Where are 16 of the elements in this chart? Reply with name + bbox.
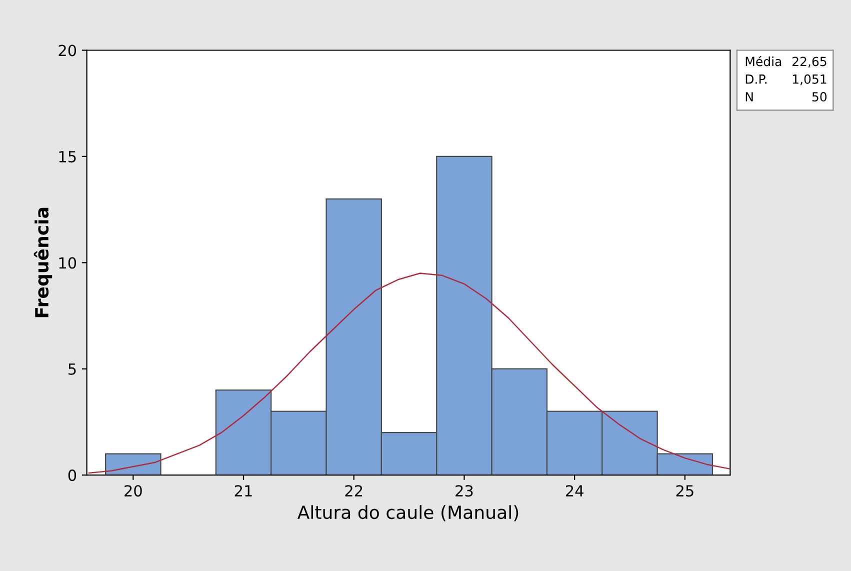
text: N 50: [746, 92, 827, 102]
x-tick-label: 20: [124, 485, 142, 497]
x-tick-label: 25: [676, 485, 694, 497]
x-tick-label: 24: [566, 485, 584, 496]
y-tick-label: 5: [68, 364, 76, 375]
y-tick-label: 10: [59, 257, 76, 269]
y-axis-title: Frequência: [34, 208, 52, 318]
text: Média 22,65: [746, 56, 826, 68]
y-tick-label: 15: [59, 151, 76, 162]
y-tick-label: 20: [58, 44, 76, 56]
x-tick-label: 21: [234, 485, 252, 496]
x-tick-label: 22: [345, 485, 362, 496]
x-tick-label: 23: [456, 485, 473, 497]
y-tick-label: 0: [68, 470, 76, 482]
x-axis-title: Altura do caule (Manual): [297, 505, 518, 522]
text: D.P. 1,051: [746, 74, 826, 86]
